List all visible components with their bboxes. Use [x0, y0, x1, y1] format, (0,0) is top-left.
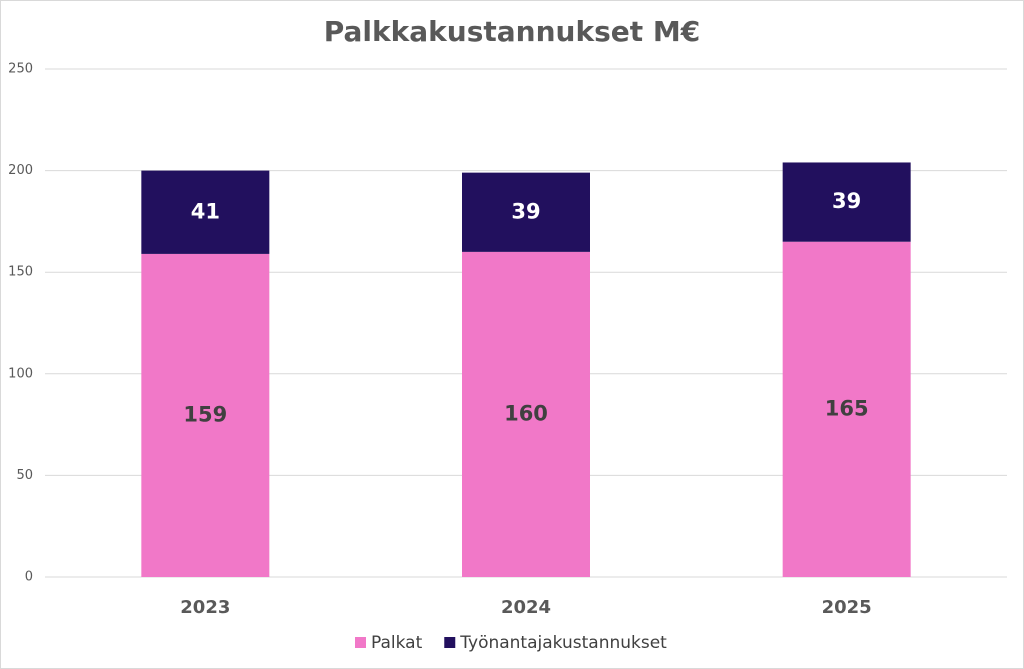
legend-swatch — [444, 637, 456, 648]
y-tick-label: 200 — [8, 163, 33, 178]
bar-segment — [782, 162, 911, 242]
x-tick-label: 2025 — [822, 597, 872, 618]
data-label: 165 — [825, 396, 869, 420]
x-tick-label: 2023 — [180, 597, 230, 618]
bar-segment — [782, 241, 911, 577]
legend-label: Palkat — [371, 633, 423, 653]
data-label: 159 — [183, 402, 227, 426]
data-label: 39 — [511, 199, 540, 223]
y-tick-label: 100 — [8, 366, 33, 381]
y-tick-label: 250 — [8, 62, 33, 77]
legend-label: Työnantajakustannukset — [459, 633, 667, 653]
y-tick-label: 0 — [25, 570, 33, 585]
y-tick-label: 50 — [16, 468, 33, 483]
bar-segment — [462, 251, 590, 577]
y-tick-label: 150 — [8, 265, 33, 280]
bar-segment — [141, 170, 270, 254]
data-label: 39 — [832, 189, 861, 213]
data-label: 160 — [504, 401, 548, 425]
bar-segment — [141, 253, 270, 578]
legend-swatch — [355, 637, 366, 648]
data-label: 41 — [191, 199, 220, 223]
bar-segment — [462, 172, 590, 252]
x-tick-label: 2024 — [501, 597, 551, 618]
chart-title: Palkkakustannukset M€ — [324, 15, 700, 48]
